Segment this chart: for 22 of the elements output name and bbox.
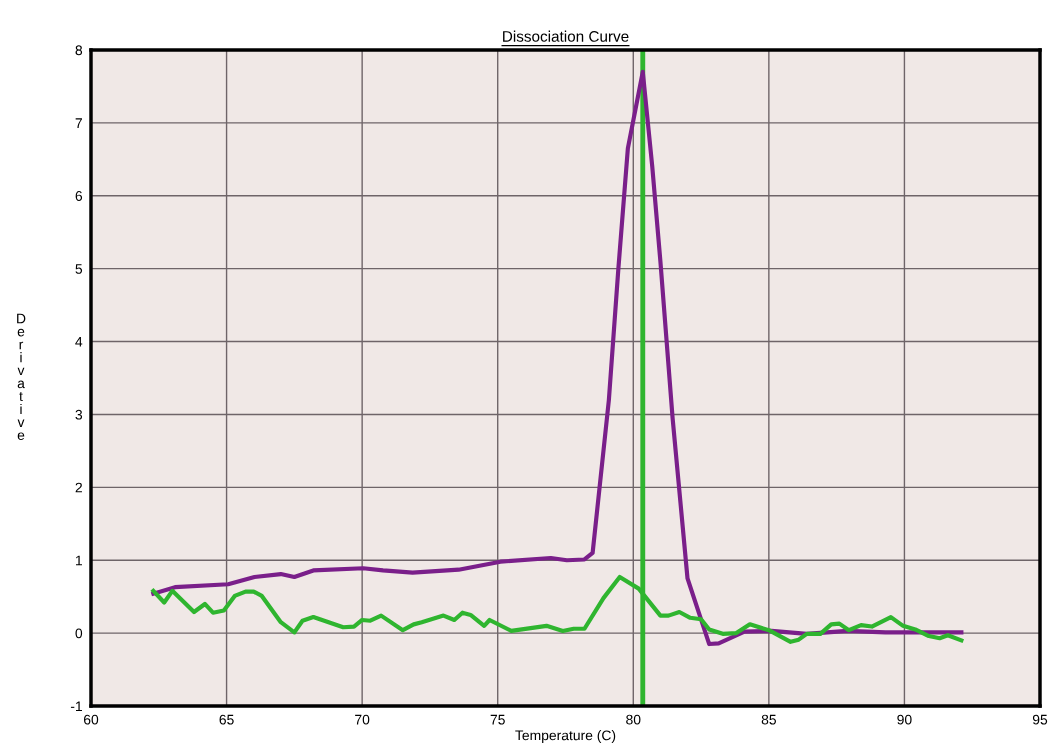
- x-tick-label: 65: [219, 714, 234, 725]
- y-tick-label: 7: [75, 118, 82, 128]
- chart-title: Dissociation Curve: [503, 30, 629, 42]
- y-tick-label: 5: [75, 264, 83, 274]
- x-axis-title: Temperature (C): [515, 730, 616, 744]
- x-tick-label: 60: [83, 714, 99, 725]
- y-tick-label: 2: [75, 482, 82, 493]
- y-tick-label: -1: [70, 701, 82, 712]
- x-tick-label: 70: [355, 714, 370, 725]
- y-tick-label: 1: [76, 555, 82, 566]
- y-tick-label: 8: [75, 45, 83, 56]
- x-tick-label: 90: [897, 714, 912, 725]
- line-series: [151, 69, 964, 647]
- y-tick-label: 6: [75, 191, 83, 201]
- y-tick-label: 0: [75, 628, 83, 639]
- text: Derivative: [17, 313, 26, 440]
- x-tick-label: 85: [761, 714, 776, 725]
- x-tick-label: 75: [490, 714, 505, 725]
- x-tick-label: 80: [626, 714, 641, 725]
- x-tick-label: 95: [1032, 714, 1048, 725]
- y-tick-label: 4: [75, 337, 83, 347]
- y-tick-label: 3: [75, 409, 83, 420]
